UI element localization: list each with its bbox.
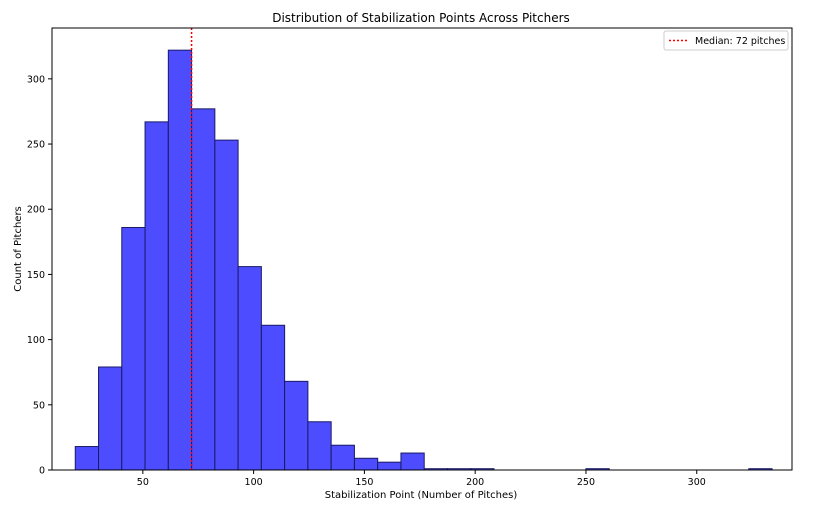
histogram-bar xyxy=(214,139,239,471)
chart-title: Distribution of Stabilization Points Acr… xyxy=(272,11,570,25)
histogram-bar xyxy=(330,444,355,471)
x-tick-label: 50 xyxy=(137,477,149,488)
y-tick-label: 150 xyxy=(27,270,45,281)
histogram-bar xyxy=(237,266,262,471)
histogram-bar xyxy=(191,108,216,471)
y-tick-label: 200 xyxy=(27,205,45,216)
x-tick-label: 250 xyxy=(577,477,595,488)
x-axis-label: Stabilization Point (Number of Pitches) xyxy=(325,490,518,501)
histogram-bar xyxy=(353,457,379,471)
y-tick-label: 50 xyxy=(33,400,45,411)
histogram-bar xyxy=(167,49,193,471)
histogram-bar xyxy=(400,452,425,471)
histogram-bar xyxy=(260,324,286,471)
legend-box xyxy=(663,30,789,51)
y-tick-label: 300 xyxy=(27,74,45,85)
x-tick-label: 150 xyxy=(355,477,373,488)
legend-median-label: Median: 72 pitches xyxy=(695,36,785,47)
y-tick-label: 250 xyxy=(27,140,45,151)
y-axis-label: Count of Pitchers xyxy=(13,206,24,292)
histogram-bar xyxy=(74,446,100,471)
axes-layer: 50 100 150 200 250 300 0 50 100 150 200 250 300 xyxy=(27,74,706,488)
histogram-bar xyxy=(144,121,169,471)
x-tick-label: 100 xyxy=(245,477,263,488)
histogram-bar xyxy=(377,461,402,471)
x-tick-label: 200 xyxy=(466,477,484,488)
histogram-bar xyxy=(307,421,332,471)
y-tick-label: 0 xyxy=(39,466,45,477)
histogram-bar xyxy=(284,380,309,471)
histogram-bar xyxy=(121,226,146,471)
y-tick-label: 100 xyxy=(27,335,45,346)
bars-layer xyxy=(74,49,773,471)
x-tick-label: 300 xyxy=(688,477,706,488)
plot-frame xyxy=(51,27,793,471)
legend: Median: 72 pitches xyxy=(663,30,789,51)
histogram-bar xyxy=(98,366,123,471)
